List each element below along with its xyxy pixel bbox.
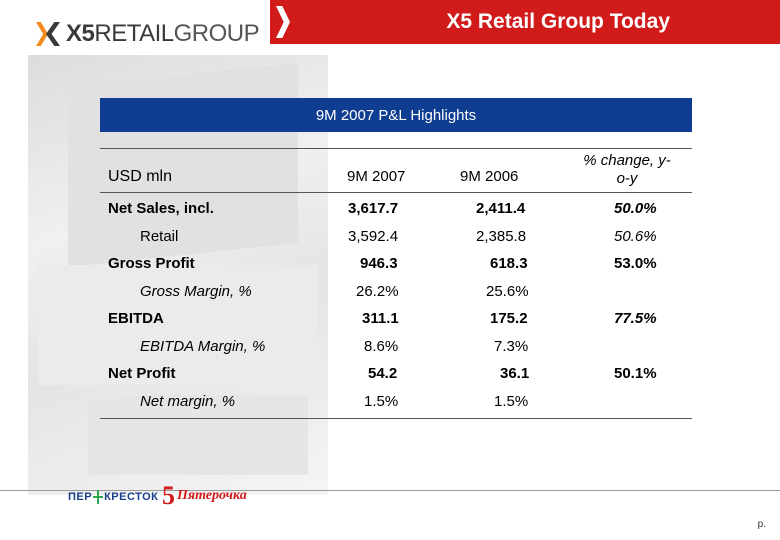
pyaterochka-name: Пятерочка	[177, 488, 247, 503]
value-9m2006: 2,385.8	[476, 228, 527, 245]
value-9m2007: 3,617.7	[348, 200, 399, 217]
footer-divider	[0, 490, 780, 491]
value-9m2006: 1.5%	[494, 393, 529, 410]
row-label: EBITDA Margin, %	[140, 338, 266, 355]
value-9m2006: 7.3%	[494, 338, 529, 355]
table-row: Net Profit 54.2 36.1 50.1%	[100, 365, 692, 391]
value-change: 50.0%	[614, 200, 657, 217]
perekrestok-text-b: КРЕСТОК	[104, 491, 159, 503]
value-change: 50.6%	[614, 228, 657, 245]
column-header-9m2006: 9M 2006	[460, 168, 519, 185]
table-row: Net Sales, incl. 3,617.7 2,411.4 50.0%	[100, 200, 692, 226]
table-header-rule	[100, 192, 692, 193]
value-9m2006: 175.2	[490, 310, 528, 327]
value-change: 53.0%	[614, 255, 657, 272]
logo-x5: X5	[66, 20, 95, 47]
unit-label: USD mln	[108, 168, 173, 185]
row-label: Net Profit	[108, 365, 176, 382]
row-label: Net Sales, incl.	[108, 200, 214, 217]
slide-title: X5 Retail Group Today	[446, 10, 670, 33]
table-row: Retail 3,592.4 2,385.8 50.6%	[100, 228, 692, 254]
value-change: 77.5%	[614, 310, 657, 327]
perekrestok-text-a: ПЕР	[68, 491, 93, 503]
pyaterochka-logo: 5 Пятерочка	[162, 482, 247, 510]
table-row: Net margin, % 1.5% 1.5%	[100, 393, 692, 419]
x5-logo: X5 RETAIL GROUP	[34, 18, 260, 50]
value-9m2007: 311.1	[362, 310, 399, 327]
logo-retail: RETAIL	[94, 20, 174, 47]
section-title: 9M 2007 P&L Highlights	[100, 98, 692, 132]
value-9m2007: 946.3	[360, 255, 398, 272]
cross-icon	[93, 490, 104, 504]
title-bar: X5 Retail Group Today	[270, 0, 780, 44]
row-label: Retail	[140, 228, 179, 245]
table-row: EBITDA Margin, % 8.6% 7.3%	[100, 338, 692, 364]
value-9m2006: 2,411.4	[476, 200, 526, 217]
value-9m2007: 3,592.4	[348, 228, 399, 245]
table-row: Gross Profit 946.3 618.3 53.0%	[100, 255, 692, 281]
table-bottom-rule	[100, 418, 692, 419]
table-row: Gross Margin, % 26.2% 25.6%	[100, 283, 692, 309]
row-label: Gross Profit	[108, 255, 195, 272]
row-label: Gross Margin, %	[140, 283, 252, 300]
row-label: EBITDA	[108, 310, 164, 327]
value-9m2007: 1.5%	[364, 393, 399, 410]
photo-building-lower	[88, 395, 308, 475]
logo-group: GROUP	[173, 20, 260, 47]
table-top-rule	[100, 148, 692, 149]
perekrestok-logo: ПЕР КРЕСТОК	[68, 485, 158, 509]
value-9m2006: 36.1	[500, 365, 530, 382]
photo-building-middle	[38, 265, 318, 385]
x5-logo-text: X5 RETAIL GROUP	[66, 20, 260, 48]
value-change: 50.1%	[614, 365, 657, 382]
column-header-change: % change, y-o-y	[583, 152, 671, 187]
value-9m2007: 54.2	[368, 365, 398, 382]
value-9m2007: 26.2%	[356, 283, 399, 300]
chevron-right-icon	[276, 6, 302, 38]
row-label: Net margin, %	[140, 393, 236, 410]
page-number: p.	[757, 519, 766, 530]
value-9m2007: 8.6%	[364, 338, 399, 355]
value-9m2006: 25.6%	[486, 283, 529, 300]
table-row: EBITDA 311.1 175.2 77.5%	[100, 310, 692, 336]
column-header-9m2007: 9M 2007	[347, 168, 406, 185]
value-9m2006: 618.3	[490, 255, 528, 272]
x5-logo-icon	[34, 19, 64, 49]
pyaterochka-number: 5	[162, 481, 175, 510]
